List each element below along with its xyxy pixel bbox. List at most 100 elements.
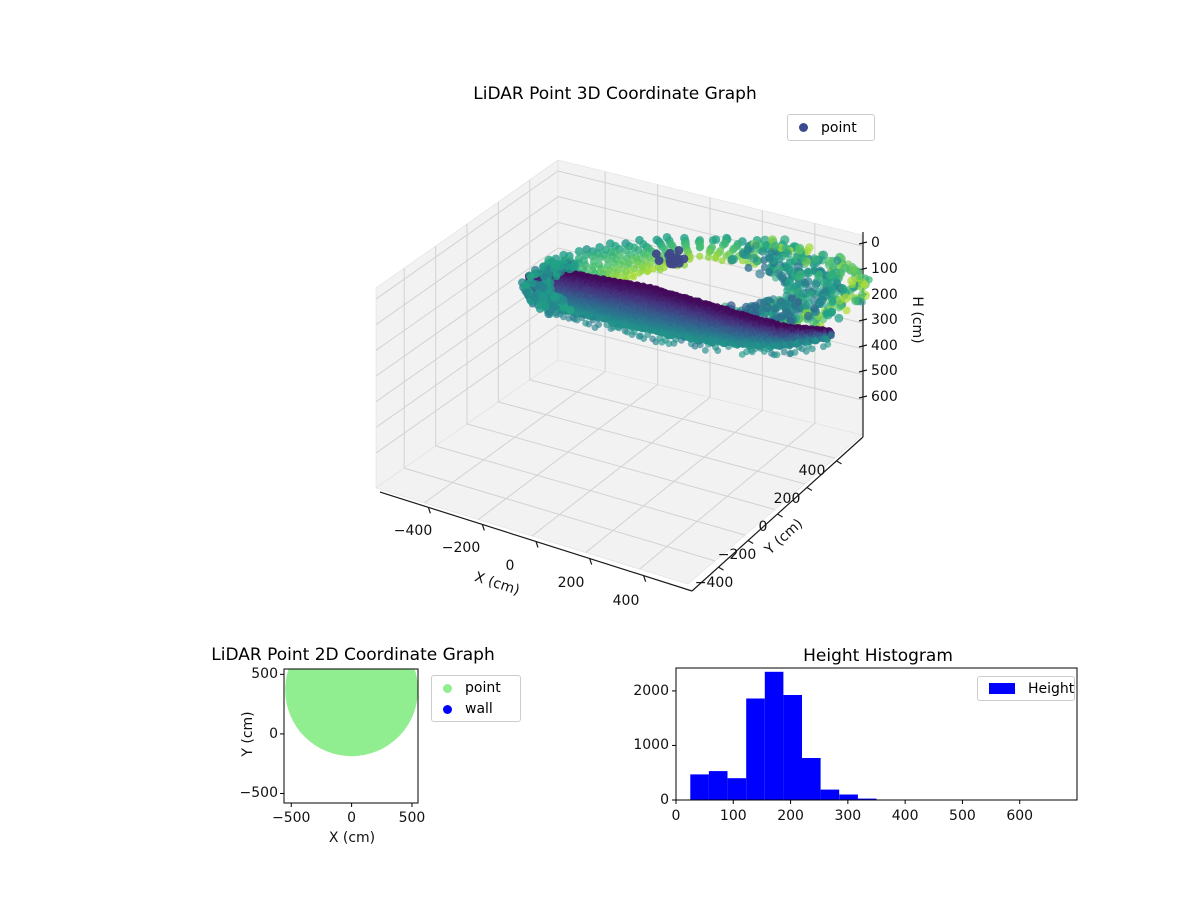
point-marker-icon <box>799 123 808 132</box>
scatter2d-y-tick-label: 500 <box>251 666 278 683</box>
fringe-point <box>764 345 772 353</box>
fringe-point <box>615 324 623 332</box>
legend-label: wall <box>465 701 493 717</box>
histogram-bar <box>820 789 840 800</box>
histogram-x-tick-label: 500 <box>949 808 976 824</box>
fringe-point <box>780 348 788 356</box>
legend-row: point <box>788 117 874 138</box>
z-tick-mark <box>858 395 868 399</box>
scatter-point <box>765 254 775 263</box>
z-tick-mark <box>858 318 868 322</box>
scatter-point <box>810 304 819 313</box>
spoke-point <box>603 255 612 264</box>
fringe-point <box>672 335 680 343</box>
scatter-point <box>765 268 773 276</box>
rim-point <box>546 278 555 287</box>
histogram-bar <box>802 758 821 800</box>
scatter-point <box>858 298 866 306</box>
scatter3d-z-tick-label: 600 <box>871 389 898 405</box>
y-tick-mark <box>806 486 813 492</box>
scatter-point <box>741 302 751 312</box>
spoke-point <box>630 273 638 281</box>
fringe-point <box>725 343 732 350</box>
scatter-point <box>803 268 813 278</box>
histogram-x-tick-label: 100 <box>719 808 747 824</box>
leftwall-z-gridline <box>375 170 559 300</box>
fringe-point <box>802 347 810 355</box>
scatter-point <box>857 290 866 299</box>
rightwall-z-gridline <box>557 324 863 401</box>
floor-y-gridline <box>466 423 776 510</box>
scatter3d-plot <box>375 159 873 592</box>
x-tick-mark <box>535 541 539 548</box>
histogram-x-tick-label: 0 <box>671 808 681 824</box>
point-cloud <box>518 233 873 359</box>
scatter-point <box>762 241 771 249</box>
wall-band-point <box>827 331 835 340</box>
axes-box <box>283 668 419 804</box>
scatter-point <box>780 300 790 310</box>
rim-point <box>538 292 548 303</box>
rim-point <box>549 292 560 302</box>
spoke-point <box>719 241 727 249</box>
spoke-point <box>643 268 651 276</box>
floor-y-gridline <box>529 379 836 459</box>
scatter-point <box>728 254 739 264</box>
y-tick-mark <box>836 460 842 465</box>
spoke-point <box>656 266 664 274</box>
leftwall-z-gridline <box>375 247 559 377</box>
fringe-point <box>791 349 799 356</box>
legend-row: point <box>432 678 520 699</box>
histogram-bar <box>857 798 877 800</box>
scatter3d-y-tick-label: 400 <box>798 463 826 479</box>
scatter-point <box>832 256 842 265</box>
scatter-point <box>777 271 787 281</box>
fringe-point <box>705 340 712 348</box>
histogram-x-tick-label: 200 <box>777 808 804 824</box>
rim-point <box>566 306 575 314</box>
scatter3d-z-tick-label: 0 <box>871 235 880 251</box>
scatter-point <box>860 280 869 289</box>
scatter-point <box>803 311 813 321</box>
leftwall-z-gridline <box>375 324 559 454</box>
scatter-point <box>749 253 759 263</box>
scatter-point <box>794 243 805 254</box>
point-disc <box>285 669 418 757</box>
spoke-point <box>610 259 618 267</box>
legend-label: point <box>465 680 501 696</box>
scatter-point <box>770 304 779 313</box>
spoke-point <box>722 252 730 260</box>
histogram-x-tick-label: 600 <box>1006 808 1034 824</box>
fringe-point <box>773 351 781 359</box>
histogram-bar <box>727 778 747 800</box>
tick-marks <box>280 673 413 807</box>
scatter-point <box>811 279 821 289</box>
rim-point <box>550 260 559 269</box>
scatter-point <box>774 254 784 264</box>
rim-point <box>552 272 561 281</box>
scatter-point <box>800 278 810 288</box>
scatter3d-legend: point <box>787 114 875 141</box>
height-swatch-icon <box>989 683 1015 694</box>
scatter2d-yaxis-label: Y (cm) <box>240 711 256 757</box>
rim-point <box>535 268 543 277</box>
scatter2d-plot <box>280 668 419 807</box>
scatter2d-y-tick-label: −500 <box>239 785 278 802</box>
floor-x-gridline <box>585 410 763 553</box>
scatter-point <box>848 280 857 289</box>
scatter-point <box>805 290 815 299</box>
histogram-bar <box>746 698 765 800</box>
wall-cluster-point <box>674 246 684 255</box>
scatter-point <box>857 273 865 281</box>
fringe-point <box>714 347 722 354</box>
scatter3d-z-tick-label: 500 <box>871 363 898 379</box>
scatter3d-zaxis-label: H (cm) <box>909 296 925 344</box>
scatter-point <box>851 296 861 306</box>
fringe-point <box>691 342 699 350</box>
point-marker-icon <box>443 683 452 693</box>
leftwall-z-gridline <box>375 196 559 326</box>
wall-cluster-point <box>651 249 661 259</box>
scatter-point <box>828 298 837 306</box>
histogram-bar <box>764 671 784 800</box>
